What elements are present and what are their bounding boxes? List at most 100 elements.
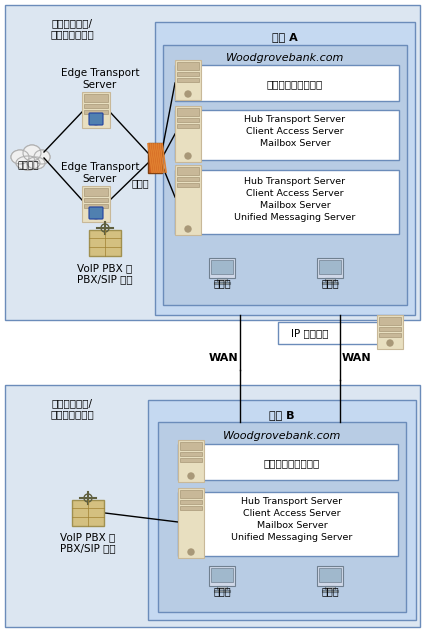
Bar [84, 204, 108, 208]
Bar [72, 500, 104, 526]
Text: 用戶端: 用戶端 [321, 278, 339, 288]
Bar [178, 440, 204, 482]
FancyBboxPatch shape [89, 113, 103, 125]
Text: Edge Transport
Server: Edge Transport Server [61, 68, 139, 90]
Bar [180, 500, 202, 504]
Ellipse shape [23, 145, 41, 161]
Bar [377, 315, 403, 349]
Bar [319, 260, 341, 274]
Text: VoIP PBX 或
PBX/SIP 阂道: VoIP PBX 或 PBX/SIP 阂道 [60, 532, 116, 553]
Text: Hub Transport Server: Hub Transport Server [241, 497, 343, 507]
Text: Client Access Server: Client Access Server [243, 509, 341, 519]
Bar [178, 444, 398, 480]
Bar [177, 167, 199, 175]
Circle shape [185, 226, 191, 232]
Circle shape [188, 473, 194, 479]
Circle shape [188, 549, 194, 555]
Bar [5, 385, 420, 627]
Bar [148, 400, 416, 620]
Bar [175, 65, 399, 101]
Bar [209, 566, 235, 586]
Bar [155, 22, 415, 315]
Bar [379, 333, 401, 337]
Bar [180, 442, 202, 450]
Text: WAN: WAN [208, 353, 238, 363]
Bar [317, 566, 343, 586]
Bar [178, 488, 204, 558]
Bar [84, 104, 108, 108]
Bar [84, 198, 108, 202]
Circle shape [185, 91, 191, 97]
Ellipse shape [11, 150, 29, 164]
Ellipse shape [16, 156, 40, 170]
Bar [89, 230, 121, 256]
Bar [177, 108, 199, 116]
Text: 站台 B: 站台 B [269, 410, 295, 420]
Bar [217, 586, 227, 590]
Bar [5, 5, 420, 320]
Text: 防火牆: 防火牆 [131, 178, 149, 188]
Bar [325, 278, 335, 282]
Bar [209, 258, 235, 278]
Bar [379, 317, 401, 325]
Bar [84, 94, 108, 102]
Ellipse shape [34, 150, 50, 164]
Circle shape [185, 153, 191, 159]
Bar [177, 62, 199, 70]
Circle shape [387, 340, 393, 346]
Bar [158, 422, 406, 612]
Bar [211, 568, 233, 582]
Bar [211, 260, 233, 274]
Bar [177, 118, 199, 122]
Text: Woodgrovebank.com: Woodgrovebank.com [226, 53, 344, 63]
Bar [82, 186, 110, 222]
Text: WAN: WAN [341, 353, 371, 363]
Bar [84, 110, 108, 114]
Bar [180, 452, 202, 456]
Text: 服務傳遞位置/
用戶端服務位置: 服務傳遞位置/ 用戶端服務位置 [50, 398, 94, 420]
Bar [177, 124, 199, 128]
Bar [319, 568, 341, 582]
Circle shape [93, 119, 99, 125]
Bar [180, 458, 202, 462]
Text: 用戶端: 用戶端 [213, 278, 231, 288]
Text: 服務傳遞位置/
用戶端服務位置: 服務傳遞位置/ 用戶端服務位置 [50, 18, 94, 40]
Text: Unified Messaging Server: Unified Messaging Server [234, 213, 356, 221]
Bar [180, 506, 202, 510]
Bar [317, 258, 343, 278]
Bar [177, 72, 199, 76]
Ellipse shape [27, 157, 45, 169]
Bar [175, 110, 399, 160]
Bar [148, 143, 162, 173]
Text: Client Access Server: Client Access Server [246, 189, 344, 198]
Bar [180, 490, 202, 498]
Text: VoIP PBX 或
PBX/SIP 阂道: VoIP PBX 或 PBX/SIP 阂道 [77, 263, 133, 285]
Circle shape [93, 213, 99, 219]
Text: 網際網路: 網際網路 [17, 162, 39, 170]
Bar [175, 106, 201, 162]
Bar [178, 492, 398, 556]
Bar [214, 282, 230, 284]
Bar [177, 177, 199, 181]
Bar [84, 188, 108, 196]
Ellipse shape [11, 150, 29, 164]
Bar [217, 278, 227, 282]
Text: 站台 A: 站台 A [272, 32, 298, 42]
Text: Mailbox Server: Mailbox Server [260, 201, 330, 209]
Text: Hub Transport Server: Hub Transport Server [244, 177, 346, 186]
Text: IP 站台連結: IP 站台連結 [291, 328, 329, 338]
Bar [177, 183, 199, 187]
Bar [175, 170, 399, 234]
Bar [278, 322, 378, 344]
Text: 通用類別目錄伺服器: 通用類別目錄伺服器 [264, 458, 320, 468]
Bar [322, 282, 338, 284]
Text: 通用類別目錄伺服器: 通用類別目錄伺服器 [267, 79, 323, 89]
Ellipse shape [16, 156, 40, 170]
Bar [325, 586, 335, 590]
Ellipse shape [23, 145, 41, 161]
Text: 用戶端: 用戶端 [321, 586, 339, 596]
Bar [177, 78, 199, 82]
Bar [82, 92, 110, 128]
Bar [175, 60, 201, 100]
Ellipse shape [34, 150, 50, 164]
